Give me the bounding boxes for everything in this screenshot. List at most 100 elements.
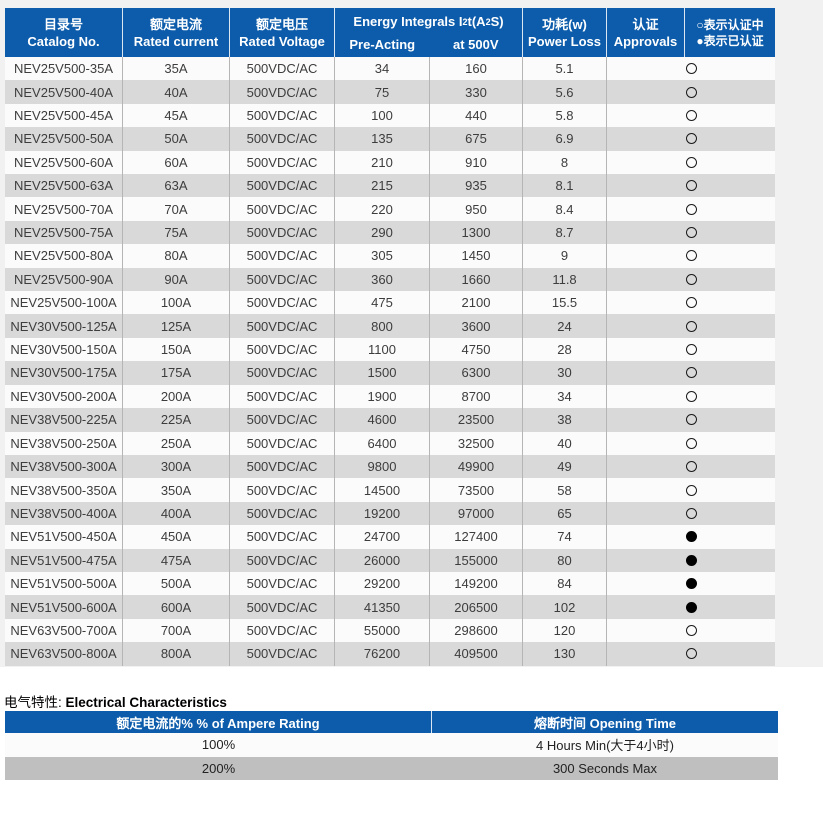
rated-current-cell: 100A: [123, 291, 230, 315]
rated-current-cell: 350A: [123, 478, 230, 502]
catalog-cell: NEV25V500-60A: [5, 150, 123, 175]
at-500v-cell: 409500: [430, 642, 523, 666]
header-power-en: Power Loss: [528, 33, 601, 49]
power-loss-cell: 80: [523, 548, 607, 572]
at-500v-cell: 2100: [430, 291, 523, 315]
table-row: NEV63V500-700A 700A 500VDC/AC 55000 2986…: [5, 618, 775, 643]
ampere-rating-cell: 200%: [201, 760, 236, 776]
approval-status-cell: [607, 174, 775, 197]
pre-acting-cell: 475: [335, 291, 430, 315]
at-500v-cell: 155000: [430, 548, 523, 572]
approval-status-icon: [685, 624, 697, 636]
characteristics-row: 200% 300 Seconds Max: [5, 756, 778, 780]
at-500v-cell: 910: [430, 150, 523, 175]
rated-current-cell: 90A: [123, 267, 230, 292]
catalog-cell: NEV25V500-45A: [5, 103, 123, 128]
approval-status-cell: [607, 595, 775, 618]
approval-status-cell: [607, 408, 775, 431]
rated-current-cell: 75A: [123, 220, 230, 245]
rated-voltage-cell: 500VDC/AC: [230, 291, 335, 315]
power-loss-cell: 34: [523, 384, 607, 409]
table-row: NEV25V500-50A 50A 500VDC/AC 135 675 6.9: [5, 127, 775, 151]
fuse-spec-table: 目录号 Catalog No. 额定电流 Rated current 额定电压 …: [5, 8, 775, 666]
at-500v-cell: 206500: [430, 595, 523, 619]
power-loss-cell: 84: [523, 571, 607, 596]
approval-status-cell: [607, 619, 775, 642]
catalog-cell: NEV25V500-50A: [5, 127, 123, 151]
header-percent-ampere-rating: 额定电流的% % of Ampere Rating: [5, 711, 432, 733]
header-rated-voltage: 额定电压 Rated Voltage: [230, 8, 335, 57]
approval-status-cell: [607, 338, 775, 361]
rated-voltage-cell: 500VDC/AC: [230, 361, 335, 385]
approval-status-cell: [607, 478, 775, 501]
at-500v-cell: 8700: [430, 384, 523, 409]
main-table-body: NEV25V500-35A 35A 500VDC/AC 34 160 5.1 N…: [5, 57, 775, 666]
table-row: NEV30V500-125A 125A 500VDC/AC 800 3600 2…: [5, 314, 775, 338]
rated-current-cell: 600A: [123, 595, 230, 619]
catalog-cell: NEV51V500-475A: [5, 548, 123, 572]
rated-current-cell: 70A: [123, 197, 230, 221]
catalog-cell: NEV63V500-800A: [5, 642, 123, 666]
pre-acting-cell: 1900: [335, 384, 430, 409]
spec-table-header: 目录号 Catalog No. 额定电流 Rated current 额定电压 …: [5, 8, 775, 57]
table-row: NEV30V500-175A 175A 500VDC/AC 1500 6300 …: [5, 361, 775, 385]
header-approvals: 认证 Approvals: [607, 8, 685, 57]
approval-status-icon: [685, 414, 697, 426]
rated-voltage-cell: 500VDC/AC: [230, 571, 335, 596]
approval-status-cell: [607, 268, 775, 291]
at-500v-cell: 935: [430, 174, 523, 198]
table-row: NEV51V500-600A 600A 500VDC/AC 41350 2065…: [5, 595, 775, 619]
table-row: NEV38V500-400A 400A 500VDC/AC 19200 9700…: [5, 501, 775, 526]
approval-status-cell: [607, 57, 775, 80]
approval-status-cell: [607, 221, 775, 244]
power-loss-cell: 5.1: [523, 57, 607, 81]
rated-current-cell: 40A: [123, 80, 230, 104]
table-row: NEV51V500-475A 475A 500VDC/AC 26000 1550…: [5, 548, 775, 572]
at-500v-cell: 49900: [430, 454, 523, 479]
at-500v-cell: 3600: [430, 314, 523, 338]
table-row: NEV38V500-300A 300A 500VDC/AC 9800 49900…: [5, 454, 775, 479]
rated-voltage-cell: 500VDC/AC: [230, 174, 335, 198]
catalog-cell: NEV38V500-400A: [5, 501, 123, 526]
header-voltage-en: Rated Voltage: [239, 33, 325, 49]
header-approvals-en: Approvals: [613, 33, 678, 49]
legend-certified-label: ●表示已认证: [696, 33, 764, 48]
pre-acting-cell: 9800: [335, 454, 430, 479]
rated-current-cell: 800A: [123, 642, 230, 666]
approval-status-icon: [685, 344, 697, 356]
pre-acting-cell: 14500: [335, 478, 430, 502]
approval-status-icon: [685, 367, 697, 379]
pre-acting-cell: 34: [335, 57, 430, 81]
approval-status-cell: [607, 80, 775, 103]
approval-status-icon: [685, 531, 697, 543]
table-row: NEV25V500-70A 70A 500VDC/AC 220 950 8.4: [5, 197, 775, 221]
approval-status-icon: [685, 63, 697, 75]
approval-status-cell: [607, 455, 775, 478]
pre-acting-cell: 1500: [335, 361, 430, 385]
pre-acting-cell: 75: [335, 80, 430, 104]
approval-status-icon: [685, 203, 697, 215]
rated-current-cell: 475A: [123, 548, 230, 572]
rated-current-cell: 700A: [123, 618, 230, 643]
table-row: NEV25V500-80A 80A 500VDC/AC 305 1450 9: [5, 244, 775, 268]
catalog-cell: NEV30V500-125A: [5, 314, 123, 338]
table-row: NEV25V500-35A 35A 500VDC/AC 34 160 5.1: [5, 57, 775, 81]
approval-status-icon: [685, 437, 697, 449]
power-loss-cell: 5.6: [523, 80, 607, 104]
approval-status-cell: [607, 642, 775, 665]
table-row: NEV38V500-350A 350A 500VDC/AC 14500 7350…: [5, 478, 775, 502]
rated-current-cell: 450A: [123, 525, 230, 549]
rated-voltage-cell: 500VDC/AC: [230, 408, 335, 432]
table-row: NEV38V500-225A 225A 500VDC/AC 4600 23500…: [5, 408, 775, 432]
table-row: NEV25V500-60A 60A 500VDC/AC 210 910 8: [5, 150, 775, 175]
table-row: NEV25V500-90A 90A 500VDC/AC 360 1660 11.…: [5, 267, 775, 292]
rated-current-cell: 250A: [123, 431, 230, 455]
at-500v-cell: 6300: [430, 361, 523, 385]
energy-title-part: S): [490, 14, 504, 29]
energy-title-part: Energy Integrals I: [353, 14, 463, 29]
at-500v-cell: 160: [430, 57, 523, 81]
approval-status-icon: [685, 484, 697, 496]
approval-status-icon: [685, 110, 697, 122]
section-title-zh: 电气特性:: [4, 695, 62, 710]
characteristics-row: 100% 4 Hours Min(大于4小时): [5, 733, 778, 757]
